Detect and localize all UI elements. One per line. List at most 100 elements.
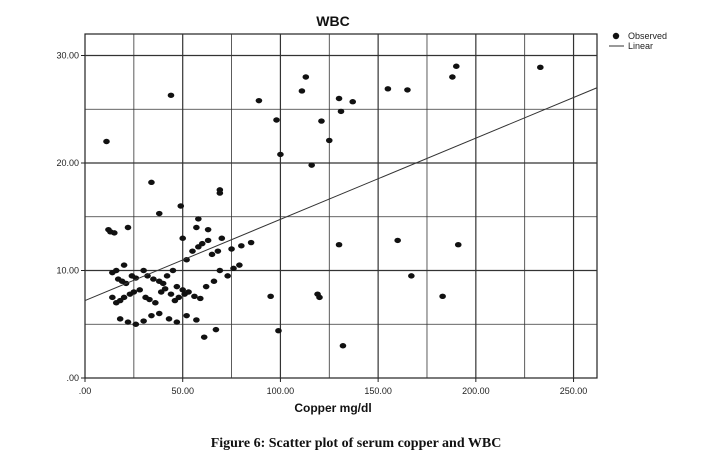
data-point <box>204 226 212 233</box>
data-point <box>308 162 315 168</box>
data-point <box>155 210 163 217</box>
data-point <box>179 287 187 293</box>
scatter-points <box>103 63 544 349</box>
data-point <box>218 235 226 241</box>
data-point <box>208 251 216 258</box>
data-point <box>140 318 147 324</box>
data-point <box>247 239 255 246</box>
data-point <box>173 319 181 325</box>
data-point <box>267 293 274 299</box>
data-point <box>146 296 153 303</box>
data-point <box>335 242 343 248</box>
data-point <box>111 230 118 236</box>
data-point <box>148 312 155 319</box>
data-point <box>173 283 181 290</box>
data-point <box>169 267 177 274</box>
y-tick-label: 10.00 <box>56 266 79 276</box>
data-point <box>148 179 155 186</box>
data-point <box>318 118 325 124</box>
x-tick-label: 200.00 <box>462 386 490 396</box>
scatter-chart: WBC .00 50.00 100.00 150.00 200.00 250.00 .00… <box>56 13 667 415</box>
data-point <box>236 262 243 268</box>
x-tick-label: .00 <box>79 386 92 396</box>
data-point <box>349 99 357 105</box>
data-point <box>185 289 192 295</box>
data-point <box>454 242 462 248</box>
x-tick-label: 250.00 <box>560 386 588 396</box>
data-point <box>216 190 224 196</box>
data-point <box>202 283 210 290</box>
plot-area <box>84 33 598 379</box>
data-point <box>325 137 333 144</box>
data-point <box>449 74 456 80</box>
data-point <box>124 224 132 231</box>
data-point <box>408 273 415 279</box>
legend-observed-label: Observed <box>628 31 667 41</box>
data-point <box>177 203 185 209</box>
data-point <box>228 246 235 252</box>
data-point <box>404 87 411 93</box>
data-point <box>136 287 144 293</box>
data-point <box>384 86 392 92</box>
legend-observed-marker <box>612 32 620 40</box>
data-point <box>337 108 345 115</box>
data-point <box>212 326 220 333</box>
y-tick-label: 30.00 <box>56 51 79 61</box>
data-point <box>175 294 183 301</box>
data-point <box>167 291 175 297</box>
data-point <box>193 317 200 323</box>
y-tick-label: .00 <box>66 373 79 383</box>
data-point <box>452 63 460 69</box>
figure-caption: Figure 6: Scatter plot of serum copper a… <box>210 436 502 451</box>
data-point <box>120 262 128 268</box>
data-point <box>193 224 200 231</box>
data-point <box>195 216 202 222</box>
data-point <box>152 300 159 306</box>
legend: Observed Linear <box>609 31 667 51</box>
legend-linear-label: Linear <box>628 41 653 51</box>
data-point <box>335 95 343 102</box>
data-point <box>155 310 163 317</box>
data-point <box>200 334 208 340</box>
data-point <box>140 267 147 274</box>
data-point <box>302 74 310 80</box>
x-tick-label: 50.00 <box>171 386 194 396</box>
data-point <box>159 280 167 287</box>
data-point <box>183 257 190 263</box>
data-point <box>216 267 224 274</box>
x-axis-label: Copper mg/dl <box>294 401 371 415</box>
data-point <box>210 278 218 284</box>
data-point <box>394 237 401 244</box>
data-point <box>339 343 347 349</box>
data-point <box>230 265 237 272</box>
data-point <box>150 276 157 282</box>
data-point <box>165 316 173 322</box>
y-axis-ticks: .00 10.00 20.00 30.00 <box>56 51 85 383</box>
linear-fit-line <box>84 87 598 302</box>
data-point <box>537 64 544 71</box>
data-point <box>161 286 169 292</box>
plot-frame <box>84 33 598 379</box>
data-point <box>109 269 116 276</box>
data-point <box>144 273 151 279</box>
x-tick-label: 150.00 <box>364 386 392 396</box>
data-point <box>191 293 198 299</box>
x-tick-label: 100.00 <box>267 386 295 396</box>
data-point <box>314 291 321 297</box>
data-point <box>298 88 306 94</box>
data-point <box>130 289 138 295</box>
data-point <box>204 237 212 244</box>
chart-title: WBC <box>316 13 349 29</box>
fit-line-segment <box>84 87 598 302</box>
x-axis-ticks: .00 50.00 100.00 150.00 200.00 250.00 <box>79 378 588 396</box>
data-point <box>273 117 280 123</box>
data-point <box>198 240 206 247</box>
data-point <box>238 243 245 249</box>
data-point <box>109 294 116 301</box>
data-point <box>167 92 175 98</box>
data-point <box>214 248 222 254</box>
data-point <box>163 273 171 279</box>
data-point <box>224 273 231 279</box>
data-point <box>255 97 263 104</box>
data-point <box>196 295 204 302</box>
